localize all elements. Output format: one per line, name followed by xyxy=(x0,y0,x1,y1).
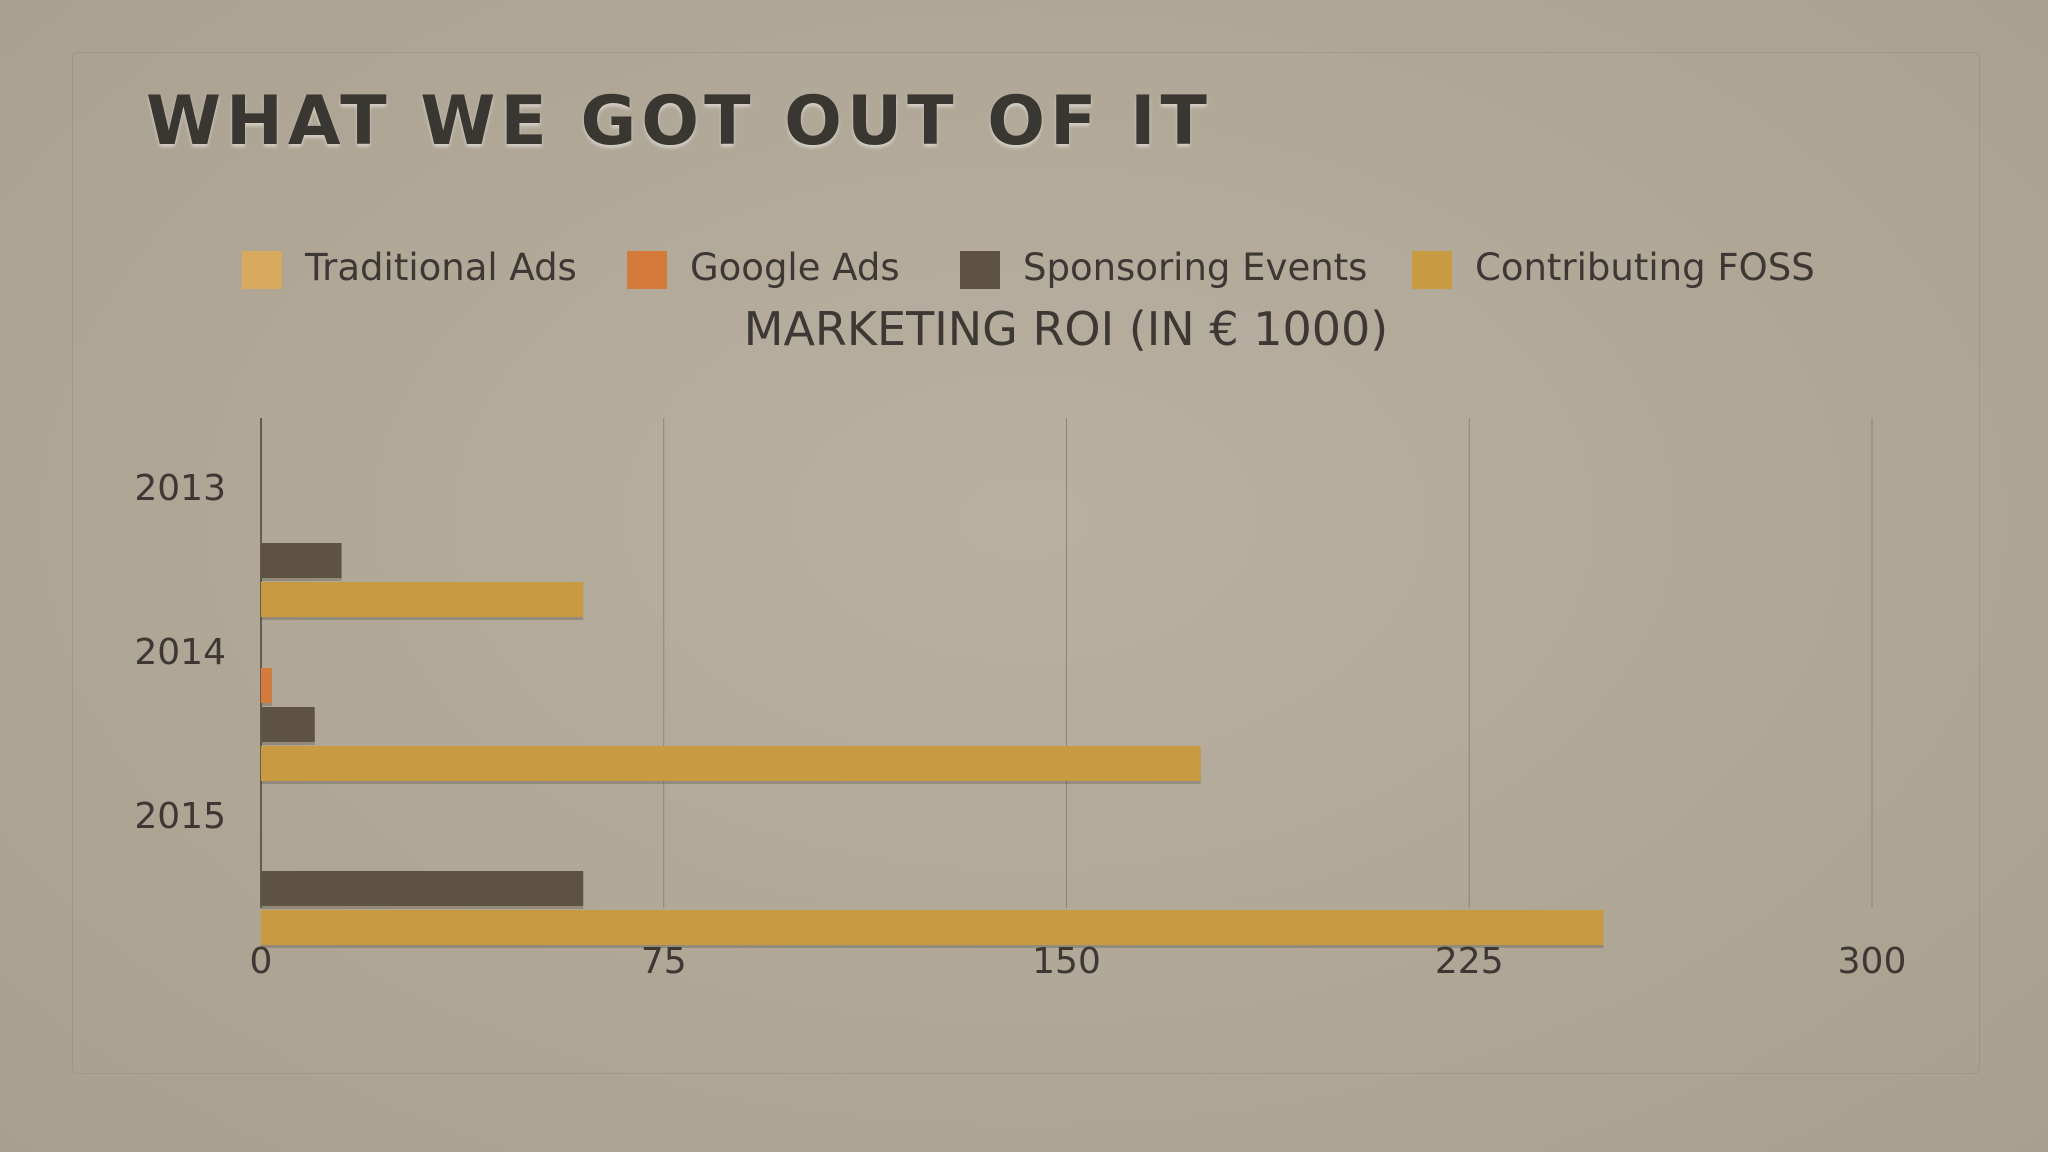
legend-swatch xyxy=(1412,251,1452,289)
legend-item-sponsoring-events: Sponsoring Events xyxy=(960,246,1367,289)
bar-contributing-foss-2014 xyxy=(261,746,1201,781)
y-axis-labels: 2013 2014 2015 xyxy=(134,468,226,837)
chart-legend: Traditional Ads Google Ads Sponsoring Even… xyxy=(242,246,1815,289)
legend-item-traditional-ads: Traditional Ads xyxy=(242,246,577,289)
x-axis-labels: 0 75 150 225 300 xyxy=(250,941,1907,982)
legend-swatch xyxy=(242,251,282,289)
x-tick-label: 150 xyxy=(1032,941,1101,982)
bar-contributing-foss-2013 xyxy=(261,582,584,617)
chart-gridlines xyxy=(260,418,1873,908)
chart-title: MARKETING ROI (IN € 1000) xyxy=(744,302,1389,356)
legend-item-contributing-foss: Contributing FOSS xyxy=(1412,246,1815,289)
bar-google-ads-2014 xyxy=(261,668,272,703)
y-tick-label: 2015 xyxy=(134,796,226,837)
chart-bars xyxy=(261,543,1604,948)
legend-label: Traditional Ads xyxy=(304,246,577,289)
legend-swatch xyxy=(627,251,667,289)
y-tick-label: 2014 xyxy=(134,632,226,673)
bar-contributing-foss-2015 xyxy=(261,910,1604,945)
x-tick-label: 0 xyxy=(250,941,273,982)
legend-label: Sponsoring Events xyxy=(1023,246,1367,289)
bar-sponsoring-events-2014 xyxy=(261,707,315,742)
x-tick-label: 225 xyxy=(1435,941,1504,982)
legend-swatch xyxy=(960,251,1000,289)
slide-title: WHAT WE GOT OUT OF IT xyxy=(146,82,1212,161)
bar-sponsoring-events-2013 xyxy=(261,543,342,578)
bar-sponsoring-events-2015 xyxy=(261,871,584,906)
y-tick-label: 2013 xyxy=(134,468,226,509)
x-tick-label: 75 xyxy=(641,941,687,982)
slide-frame xyxy=(72,52,1980,1074)
legend-label: Contributing FOSS xyxy=(1475,246,1815,289)
legend-label: Google Ads xyxy=(690,246,900,289)
x-tick-label: 300 xyxy=(1838,941,1907,982)
legend-item-google-ads: Google Ads xyxy=(627,246,900,289)
